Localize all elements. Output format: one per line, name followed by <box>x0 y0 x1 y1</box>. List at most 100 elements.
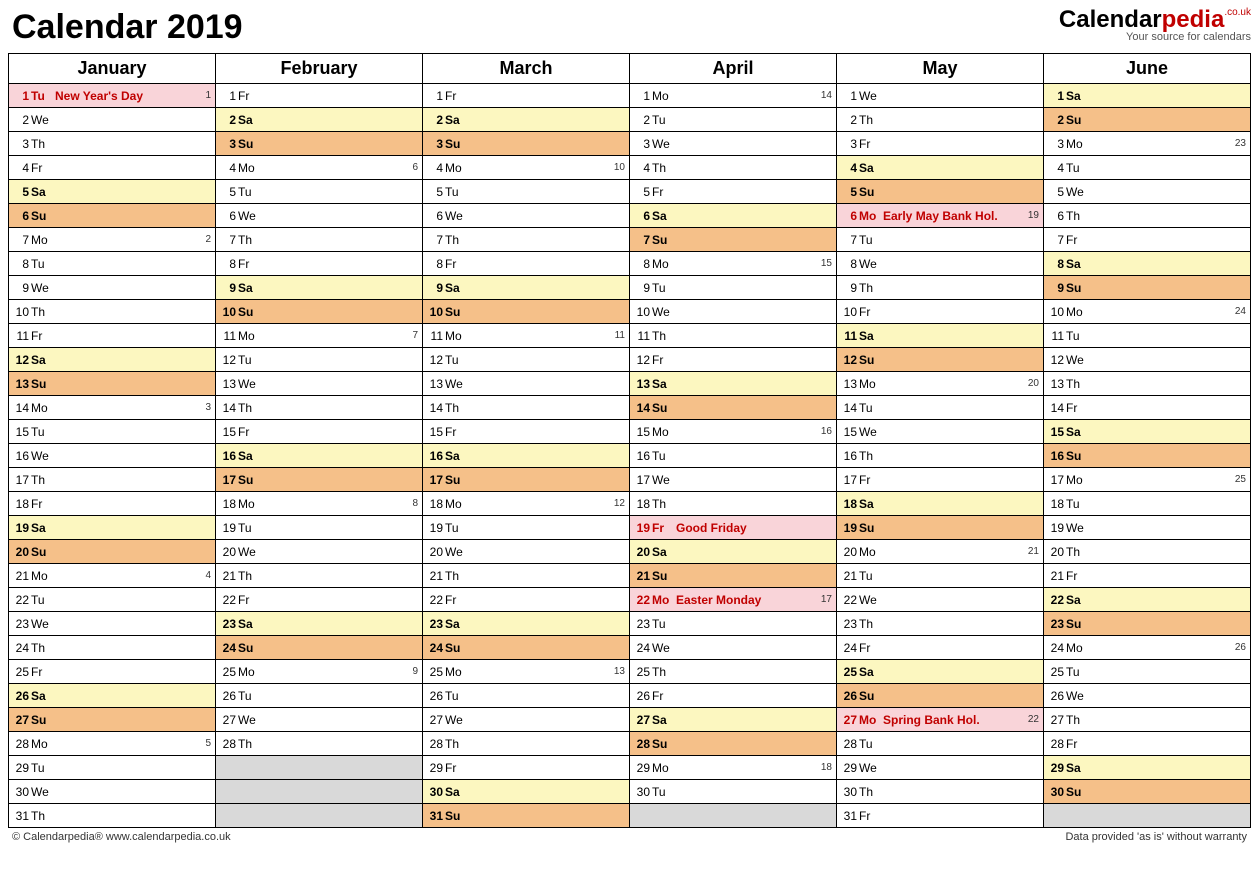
day-cell: 28Su <box>630 732 837 756</box>
day-of-week: Sa <box>1066 89 1090 103</box>
day-cell: 6Sa <box>630 204 837 228</box>
logo-name: Calendar <box>1059 6 1162 33</box>
day-cell: 1Fr <box>216 84 423 108</box>
day-cell: 27Su <box>9 708 216 732</box>
day-cell: 5Tu <box>216 180 423 204</box>
day-number: 12 <box>11 353 31 367</box>
month-header: May <box>837 54 1044 84</box>
day-of-week: Tu <box>238 689 262 703</box>
day-cell <box>630 804 837 828</box>
day-of-week: Fr <box>652 521 676 535</box>
day-cell: 17Su <box>423 468 630 492</box>
day-cell: 31Th <box>9 804 216 828</box>
day-number: 18 <box>1046 497 1066 511</box>
day-number: 8 <box>632 257 652 271</box>
header: Calendar 2019 Calendarpedia.co.uk Your s… <box>8 8 1251 47</box>
day-number: 29 <box>425 761 445 775</box>
day-of-week: Tu <box>859 401 883 415</box>
day-cell: 18Mo12 <box>423 492 630 516</box>
day-cell: 13Sa <box>630 372 837 396</box>
day-cell: 3Su <box>423 132 630 156</box>
week-number: 21 <box>1026 546 1039 557</box>
week-number: 6 <box>410 162 418 173</box>
day-of-week: Sa <box>31 185 55 199</box>
day-of-week: Sa <box>238 449 262 463</box>
day-of-week: Mo <box>238 161 262 175</box>
day-cell: 27Th <box>1044 708 1251 732</box>
day-of-week: Tu <box>652 113 676 127</box>
day-cell: 24We <box>630 636 837 660</box>
day-number: 9 <box>839 281 859 295</box>
day-of-week: Sa <box>1066 761 1090 775</box>
day-of-week: Su <box>238 473 262 487</box>
brand-logo: Calendarpedia.co.uk Your source for cale… <box>1059 8 1251 43</box>
day-cell: 18Fr <box>9 492 216 516</box>
day-number: 9 <box>11 281 31 295</box>
day-number: 23 <box>839 617 859 631</box>
day-cell: 22We <box>837 588 1044 612</box>
day-number: 28 <box>632 737 652 751</box>
day-cell: 28Fr <box>1044 732 1251 756</box>
day-number: 15 <box>425 425 445 439</box>
day-cell: 15Mo16 <box>630 420 837 444</box>
day-of-week: Mo <box>445 161 469 175</box>
day-of-week: Th <box>1066 713 1090 727</box>
day-number: 27 <box>1046 713 1066 727</box>
day-number: 19 <box>218 521 238 535</box>
day-cell: 5Sa <box>9 180 216 204</box>
day-cell: 9Su <box>1044 276 1251 300</box>
day-cell: 14Th <box>216 396 423 420</box>
day-cell: 7Tu <box>837 228 1044 252</box>
day-cell: 20We <box>216 540 423 564</box>
day-number: 13 <box>425 377 445 391</box>
day-number: 4 <box>1046 161 1066 175</box>
day-cell: 29Fr <box>423 756 630 780</box>
day-of-week: Tu <box>652 785 676 799</box>
day-of-week: Sa <box>238 113 262 127</box>
day-of-week: We <box>859 425 883 439</box>
day-of-week: Su <box>445 641 469 655</box>
day-cell: 30We <box>9 780 216 804</box>
day-number: 23 <box>425 617 445 631</box>
day-number: 13 <box>839 377 859 391</box>
day-cell: 14Mo3 <box>9 396 216 420</box>
day-of-week: Th <box>238 233 262 247</box>
day-of-week: Sa <box>652 209 676 223</box>
day-cell: 20We <box>423 540 630 564</box>
day-number: 19 <box>839 521 859 535</box>
day-of-week: Mo <box>445 329 469 343</box>
day-number: 1 <box>1046 89 1066 103</box>
day-number: 17 <box>218 473 238 487</box>
day-number: 6 <box>218 209 238 223</box>
day-cell: 10Su <box>216 300 423 324</box>
day-number: 15 <box>11 425 31 439</box>
day-cell: 6We <box>423 204 630 228</box>
day-cell: 15Sa <box>1044 420 1251 444</box>
day-of-week: We <box>859 257 883 271</box>
day-cell: 19Tu <box>216 516 423 540</box>
day-of-week: Su <box>445 473 469 487</box>
day-of-week: Su <box>238 305 262 319</box>
day-number: 7 <box>11 233 31 247</box>
day-number: 13 <box>11 377 31 391</box>
day-of-week: Sa <box>238 617 262 631</box>
day-of-week: Mo <box>1066 473 1090 487</box>
day-of-week: Su <box>652 401 676 415</box>
footer-left: © Calendarpedia® www.calendarpedia.co.uk <box>12 831 231 843</box>
day-number: 20 <box>1046 545 1066 559</box>
day-number: 12 <box>218 353 238 367</box>
day-cell: 11Fr <box>9 324 216 348</box>
day-number: 11 <box>632 329 652 343</box>
day-of-week: Mo <box>652 89 676 103</box>
day-cell <box>216 756 423 780</box>
day-cell: 12Su <box>837 348 1044 372</box>
day-of-week: Sa <box>31 689 55 703</box>
day-of-week: We <box>652 137 676 151</box>
day-of-week: Su <box>1066 113 1090 127</box>
day-of-week: Su <box>1066 281 1090 295</box>
day-cell: 23Th <box>837 612 1044 636</box>
day-of-week: Fr <box>238 425 262 439</box>
day-number: 17 <box>11 473 31 487</box>
day-cell: 15Tu <box>9 420 216 444</box>
day-cell: 28Th <box>216 732 423 756</box>
